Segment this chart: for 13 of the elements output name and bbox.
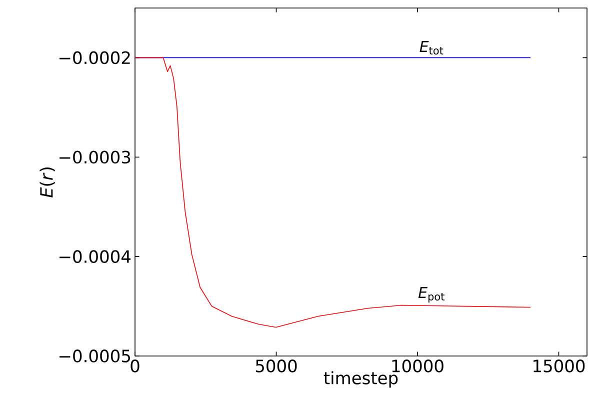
x-tick-label: 5000 xyxy=(256,360,297,372)
x-tick-label: 0 xyxy=(130,360,140,372)
x-axis-title: timestep xyxy=(324,371,398,388)
x-tick-label: 15000 xyxy=(534,360,585,372)
y-tick-label: −0.0004 xyxy=(60,250,131,263)
y-tick-label: −0.0003 xyxy=(60,150,130,164)
y-axis-title: E(r) xyxy=(40,168,55,198)
series-label: E$_{pot}$ xyxy=(418,287,444,303)
y-tick-label: −0.0002 xyxy=(60,51,130,64)
line-series xyxy=(134,57,531,328)
series-label: E$_{tot}$ xyxy=(420,41,444,54)
y-tick-label: −0.0005 xyxy=(60,350,130,362)
x-tick-label: 10000 xyxy=(392,360,444,372)
